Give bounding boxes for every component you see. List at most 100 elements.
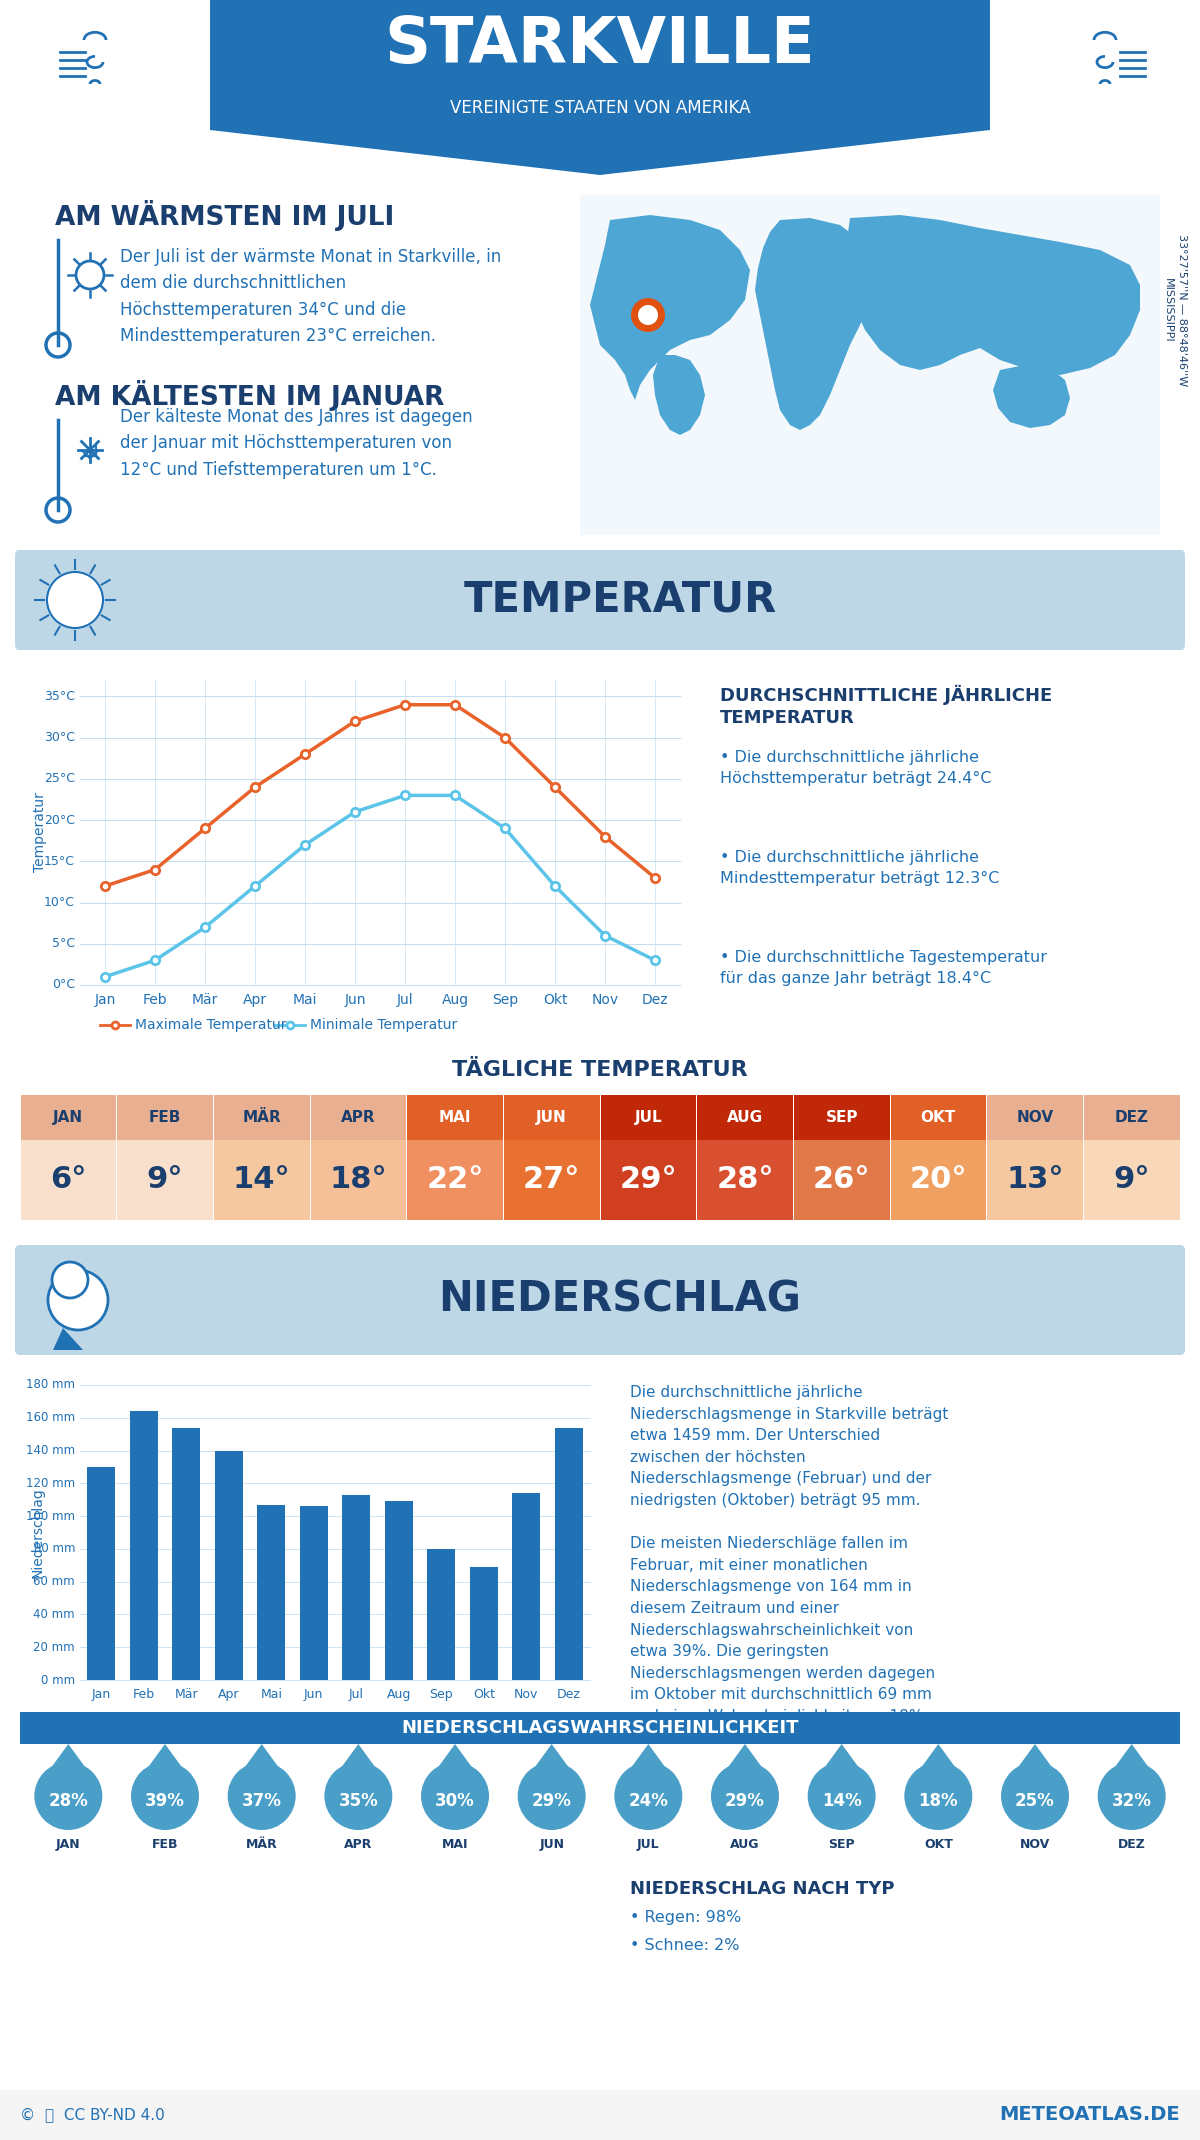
Text: 30°C: 30°C	[44, 732, 74, 745]
Text: Apr: Apr	[242, 993, 268, 1008]
Text: 27°: 27°	[523, 1166, 581, 1194]
Text: Jan: Jan	[95, 993, 115, 1008]
Text: Sep: Sep	[430, 1688, 454, 1701]
Bar	[80, 1385, 590, 1680]
Polygon shape	[755, 218, 875, 430]
Text: NOV: NOV	[1020, 1838, 1050, 1851]
Text: Okt: Okt	[473, 1688, 494, 1701]
Circle shape	[228, 1761, 295, 1830]
Bar	[80, 681, 680, 984]
Bar	[407, 1096, 503, 1141]
Bar	[504, 1141, 600, 1220]
Text: Feb: Feb	[143, 993, 167, 1008]
Text: JUL: JUL	[635, 1111, 662, 1126]
Polygon shape	[53, 1744, 84, 1766]
Polygon shape	[845, 214, 1140, 374]
Bar	[890, 1141, 986, 1220]
Polygon shape	[994, 366, 1070, 428]
Text: 120 mm: 120 mm	[26, 1477, 74, 1489]
Text: AM KÄLTESTEN IM JANUAR: AM KÄLTESTEN IM JANUAR	[55, 381, 444, 411]
Circle shape	[638, 306, 658, 325]
Text: Nov: Nov	[592, 993, 618, 1008]
Bar	[118, 1141, 212, 1220]
Text: FEB: FEB	[151, 1838, 179, 1851]
Bar	[988, 1096, 1082, 1141]
Bar	[890, 1096, 986, 1141]
Text: 35%: 35%	[338, 1791, 378, 1810]
Text: JUN: JUN	[536, 1111, 568, 1126]
Text: Jan: Jan	[91, 1688, 110, 1701]
Bar	[1084, 1141, 1180, 1220]
Text: 0 mm: 0 mm	[41, 1673, 74, 1686]
FancyBboxPatch shape	[14, 1245, 1186, 1355]
Text: Maximale Temperatur: Maximale Temperatur	[134, 1019, 287, 1031]
Bar	[130, 1410, 157, 1680]
Text: AM WÄRMSTEN IM JULI: AM WÄRMSTEN IM JULI	[55, 199, 395, 231]
Bar	[580, 195, 1160, 535]
Text: 9°: 9°	[1114, 1166, 1150, 1194]
Text: APR: APR	[341, 1111, 376, 1126]
Text: JUN: JUN	[539, 1838, 564, 1851]
Bar	[342, 1496, 370, 1680]
Text: 160 mm: 160 mm	[26, 1410, 74, 1425]
Text: Der kälteste Monat des Jahres ist dagegen
der Januar mit Höchsttemperaturen von
: Der kälteste Monat des Jahres ist dagege…	[120, 409, 473, 479]
Polygon shape	[923, 1744, 954, 1766]
Text: NIEDERSCHLAGSWAHRSCHEINLICHKEIT: NIEDERSCHLAGSWAHRSCHEINLICHKEIT	[401, 1718, 799, 1738]
Bar	[0, 0, 1200, 175]
Text: Aug: Aug	[442, 993, 468, 1008]
Bar	[214, 1141, 310, 1220]
Text: APR: APR	[344, 1838, 372, 1851]
Bar	[697, 1141, 793, 1220]
Text: Niederschlag: Niederschlag	[31, 1487, 46, 1577]
Polygon shape	[1116, 1744, 1147, 1766]
Text: 9°: 9°	[146, 1166, 184, 1194]
Bar	[554, 1427, 582, 1680]
Text: OKT: OKT	[924, 1838, 953, 1851]
Text: 20°C: 20°C	[44, 813, 74, 826]
Text: Jul: Jul	[397, 993, 413, 1008]
Text: NOV: NOV	[1016, 1111, 1054, 1126]
Text: • Die durchschnittliche jährliche
Höchsttemperatur beträgt 24.4°C: • Die durchschnittliche jährliche Höchst…	[720, 749, 991, 785]
Bar	[600, 1141, 696, 1220]
Bar	[600, 1096, 696, 1141]
FancyBboxPatch shape	[14, 550, 1186, 651]
Bar	[385, 1502, 413, 1680]
Circle shape	[47, 571, 103, 627]
Circle shape	[421, 1761, 490, 1830]
Text: 37%: 37%	[241, 1791, 282, 1810]
Text: 18°: 18°	[330, 1166, 388, 1194]
Circle shape	[517, 1761, 586, 1830]
Text: VEREINIGTE STAATEN VON AMERIKA: VEREINIGTE STAATEN VON AMERIKA	[450, 98, 750, 118]
Text: • Schnee: 2%: • Schnee: 2%	[630, 1939, 739, 1954]
Text: Mär: Mär	[192, 993, 218, 1008]
Bar	[470, 1566, 498, 1680]
Bar	[988, 1141, 1082, 1220]
Text: Der Juli ist der wärmste Monat in Starkville, in
dem die durchschnittlichen
Höch: Der Juli ist der wärmste Monat in Starkv…	[120, 248, 502, 345]
Polygon shape	[342, 1744, 374, 1766]
Text: Jun: Jun	[304, 1688, 324, 1701]
Bar	[300, 1507, 328, 1680]
Text: 26°: 26°	[812, 1166, 870, 1194]
Circle shape	[905, 1761, 972, 1830]
Bar	[20, 1712, 1180, 1744]
Text: 30%: 30%	[436, 1791, 475, 1810]
Text: Dez: Dez	[557, 1688, 581, 1701]
Polygon shape	[653, 355, 706, 434]
Text: MAI: MAI	[442, 1838, 468, 1851]
Bar	[407, 1141, 503, 1220]
Text: 80 mm: 80 mm	[34, 1543, 74, 1556]
Text: JAN: JAN	[53, 1111, 83, 1126]
Text: MAI: MAI	[439, 1111, 472, 1126]
Text: 5°C: 5°C	[52, 937, 74, 950]
Bar	[794, 1096, 889, 1141]
Text: 15°C: 15°C	[44, 854, 74, 869]
Bar	[20, 1096, 116, 1141]
Text: DEZ: DEZ	[1117, 1838, 1146, 1851]
Bar	[214, 1096, 310, 1141]
Text: NIEDERSCHLAG: NIEDERSCHLAG	[438, 1280, 802, 1320]
Circle shape	[808, 1761, 876, 1830]
Circle shape	[614, 1761, 683, 1830]
Polygon shape	[730, 1744, 761, 1766]
Text: OKT: OKT	[920, 1111, 956, 1126]
Text: Niederschlagssumme: Niederschlagssumme	[103, 1716, 246, 1729]
